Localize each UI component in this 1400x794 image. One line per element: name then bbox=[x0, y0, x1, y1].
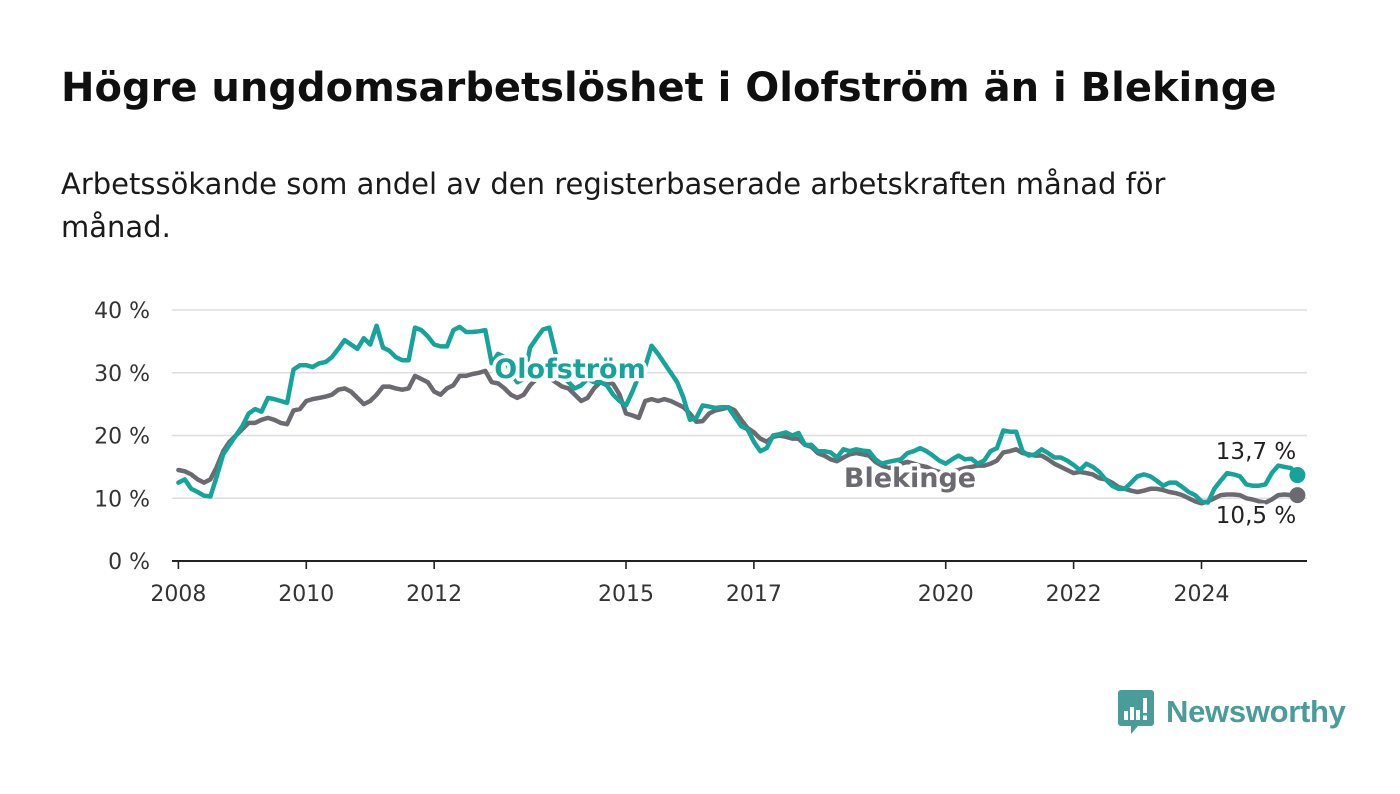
series-label-blekinge: Blekinge bbox=[844, 463, 976, 494]
x-tick-label: 2010 bbox=[278, 582, 334, 607]
newsworthy-brand: Newsworthy bbox=[1118, 690, 1346, 734]
series-line-olofström bbox=[176, 323, 1300, 505]
grid-lines bbox=[172, 309, 1307, 562]
x-tick-label: 2020 bbox=[918, 582, 974, 607]
x-tick-label: 2015 bbox=[598, 582, 654, 607]
end-point-blekinge bbox=[1289, 487, 1306, 504]
end-label-blekinge: 10,5 % bbox=[1216, 503, 1296, 529]
y-axis-ticks: 0 % 10 % 20 % 30 % 40 % bbox=[94, 299, 150, 575]
x-tick-label: 2017 bbox=[726, 582, 782, 607]
x-tick-label: 2008 bbox=[150, 582, 206, 607]
newsworthy-logo-icon bbox=[1118, 690, 1154, 734]
x-axis-ticks: 2008 2010 2012 2015 2017 2020 2022 2024 bbox=[150, 561, 1229, 607]
series-label-olofstrom: Olofström bbox=[494, 354, 645, 385]
x-tick-label: 2024 bbox=[1173, 582, 1229, 607]
end-label-olofstrom: 13,7 % bbox=[1216, 439, 1296, 465]
y-tick-label: 40 % bbox=[94, 299, 150, 324]
y-tick-label: 0 % bbox=[108, 550, 150, 575]
x-tick-label: 2022 bbox=[1046, 582, 1102, 607]
series-labels: Olofström Blekinge 13,7 % 10,5 % bbox=[491, 351, 1299, 532]
brand-name: Newsworthy bbox=[1166, 694, 1346, 729]
series-lines bbox=[176, 323, 1306, 506]
x-tick-label: 2012 bbox=[406, 582, 462, 607]
y-tick-label: 30 % bbox=[94, 362, 150, 387]
chart-title: Högre ungdomsarbetslöshet i Olofström än… bbox=[61, 65, 1277, 111]
y-tick-label: 10 % bbox=[94, 487, 150, 512]
chart-subtitle: Arbetssökande som andel av den registerb… bbox=[61, 167, 1166, 244]
y-tick-label: 20 % bbox=[94, 425, 150, 450]
end-point-olofström bbox=[1289, 467, 1306, 484]
